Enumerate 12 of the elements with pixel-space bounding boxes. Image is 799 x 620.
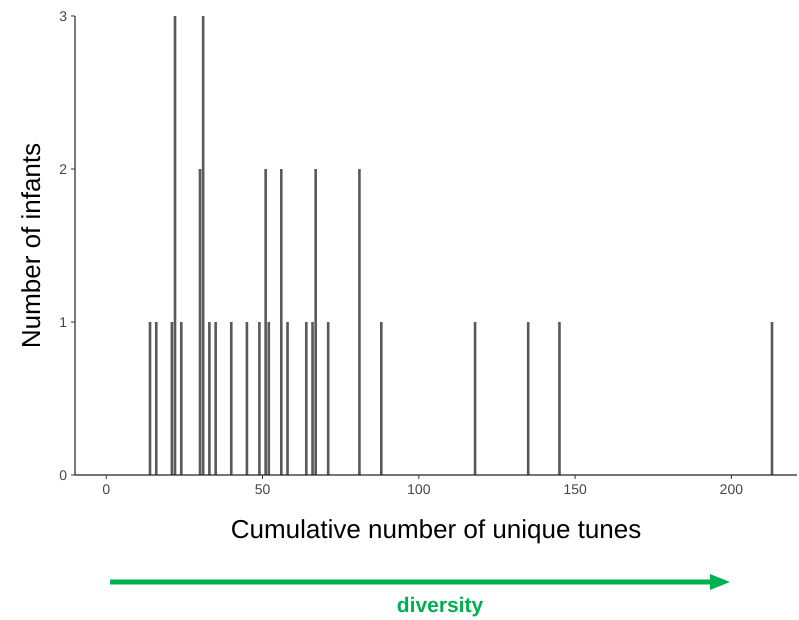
x-tick-label: 0 [102,481,110,497]
y-tick-label: 0 [59,466,68,483]
x-tick-label: 100 [407,481,431,497]
y-axis-title: Number of infants [16,142,46,348]
x-tick-label: 50 [254,481,271,497]
text: diversity [396,594,484,617]
x-tick-label: 150 [563,481,587,497]
x-tick-label: 200 [720,481,744,497]
y-tick-label: 3 [59,8,68,24]
x-axis-title: Cumulative number of unique tunes [230,514,642,544]
y-tick-label: 2 [59,160,68,177]
y-tick-label: 1 [59,314,68,330]
